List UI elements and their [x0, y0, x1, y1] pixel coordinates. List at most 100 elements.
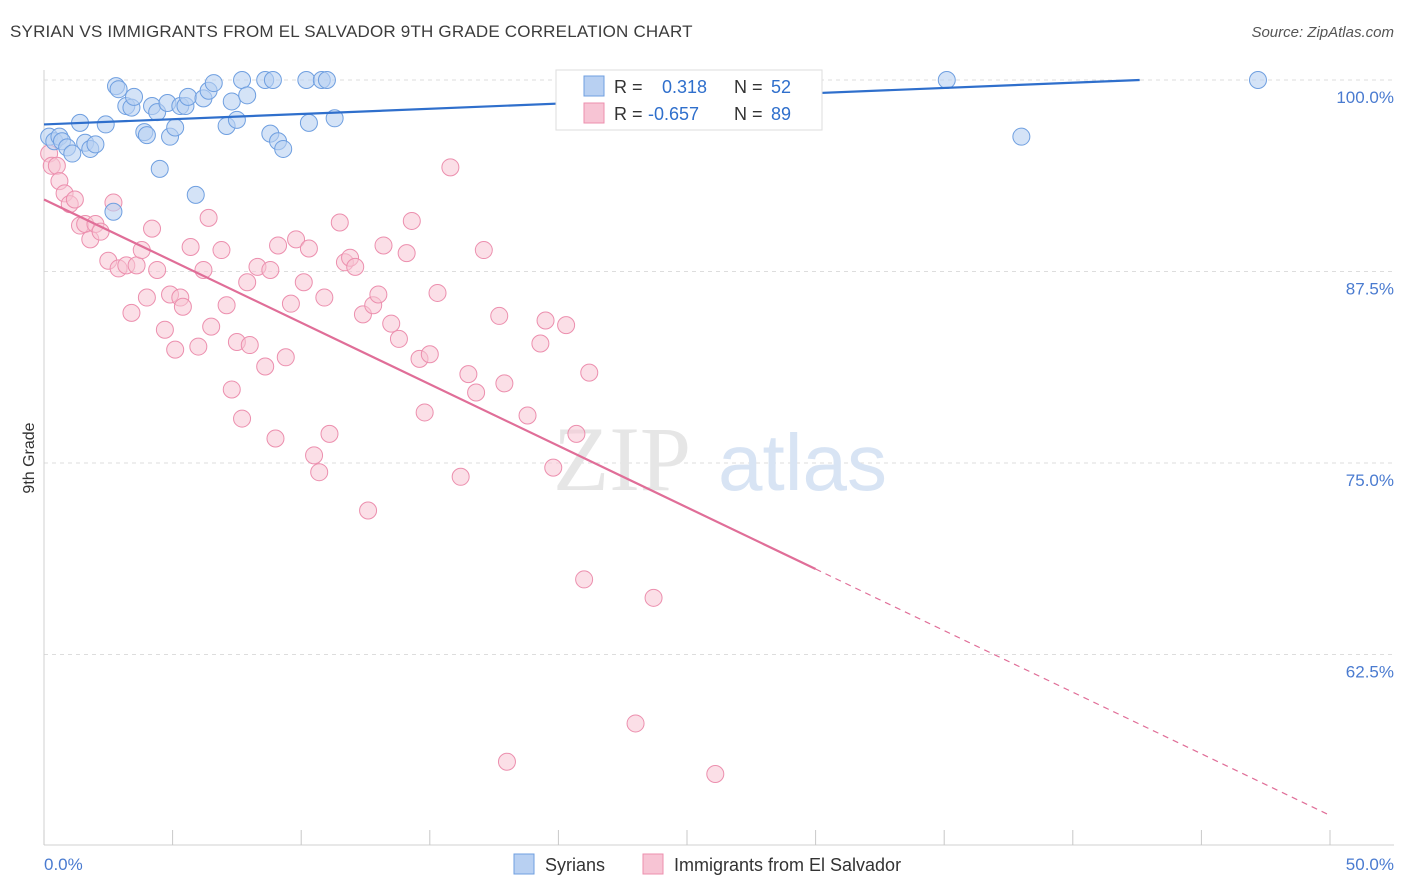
syrian-point — [109, 80, 128, 99]
salvador-point — [536, 311, 555, 330]
salvador-point — [137, 288, 156, 307]
syrian-point — [222, 92, 241, 111]
salvador-point — [402, 211, 421, 230]
syrian-point — [150, 159, 169, 178]
salvador-point — [467, 383, 486, 402]
syrian-point — [263, 71, 282, 89]
legend-r-salvador: -0.657 — [648, 104, 699, 124]
salvador-point — [567, 424, 586, 443]
salvador-point — [374, 236, 393, 255]
syrian-point — [125, 87, 144, 106]
x-tick-label-max: 50.0% — [1346, 855, 1394, 874]
salvador-point — [490, 306, 509, 325]
salvador-point — [212, 241, 231, 260]
syrian-points — [40, 71, 1267, 221]
syrian-point — [1248, 71, 1267, 89]
syrian-point — [204, 74, 223, 93]
salvador-point — [320, 424, 339, 443]
salvador-trendline-extension — [815, 568, 1331, 816]
syrian-point — [325, 109, 344, 128]
salvador-point — [173, 297, 192, 316]
legend-swatch-syrians — [583, 75, 605, 97]
legend-r-syrians: 0.318 — [662, 77, 707, 97]
x-ticks — [43, 830, 1331, 845]
y-tick-label: 75.0% — [1346, 471, 1394, 490]
salvador-point — [127, 256, 146, 275]
salvador-point — [166, 340, 185, 359]
salvador-point — [428, 283, 447, 302]
syrian-point — [104, 202, 123, 221]
salvador-trendline — [43, 198, 817, 571]
salvador-point — [294, 273, 313, 292]
salvador-point — [269, 236, 288, 255]
salvador-point — [330, 213, 349, 232]
syrian-point — [1012, 127, 1031, 146]
salvador-point — [346, 257, 365, 276]
syrian-point — [166, 118, 185, 137]
salvador-points — [40, 144, 725, 783]
salvador-point — [531, 334, 550, 353]
series-legend: Syrians Immigrants from El Salvador — [513, 853, 901, 875]
salvador-point — [305, 446, 324, 465]
chart-title: SYRIAN VS IMMIGRANTS FROM EL SALVADOR 9T… — [10, 22, 693, 41]
salvador-point — [65, 190, 84, 209]
watermark-atlas: atlas — [718, 418, 887, 507]
salvador-point — [389, 329, 408, 348]
salvador-point — [451, 467, 470, 486]
salvador-point — [276, 348, 295, 367]
correlation-legend: R = 0.318 N = 52 R = -0.657 N = 89 — [555, 69, 823, 131]
syrian-point — [179, 87, 198, 106]
syrian-point — [137, 126, 156, 145]
legend-swatch-salvador — [583, 102, 605, 124]
salvador-point — [544, 458, 563, 477]
y-tick-label: 100.0% — [1336, 88, 1394, 107]
legend-r-label-salvador: R = — [614, 104, 643, 124]
salvador-point — [359, 501, 378, 520]
salvador-point — [181, 237, 200, 256]
x-tick-label-min: 0.0% — [44, 855, 83, 874]
y-tick-label: 87.5% — [1346, 280, 1394, 299]
y-tick-labels: 100.0% 87.5% 75.0% 62.5% — [1336, 88, 1394, 682]
legend-n-syrians: 52 — [771, 77, 791, 97]
y-tick-label: 62.5% — [1346, 663, 1394, 682]
salvador-point — [495, 374, 514, 393]
syrian-point — [238, 86, 257, 105]
salvador-point — [644, 588, 663, 607]
legend-r-label-syrians: R = — [614, 77, 643, 97]
salvador-point — [148, 260, 167, 279]
salvador-point — [580, 363, 599, 382]
salvador-point — [222, 380, 241, 399]
salvador-point — [415, 403, 434, 422]
salvador-point — [474, 241, 493, 260]
salvador-point — [266, 429, 285, 448]
salvador-point — [626, 714, 645, 733]
salvador-point — [122, 303, 141, 322]
salvador-point — [217, 296, 236, 315]
bottom-legend-swatch-syrians — [513, 853, 535, 875]
salvador-point — [143, 219, 162, 238]
salvador-point — [310, 463, 329, 482]
salvador-point — [369, 285, 388, 304]
syrian-point — [186, 185, 205, 204]
watermark: ZIP atlas — [553, 408, 887, 510]
syrian-point — [63, 144, 82, 163]
salvador-point — [382, 314, 401, 333]
salvador-point — [518, 406, 537, 425]
source-label: Source: ZipAtlas.com — [1251, 24, 1394, 41]
bottom-legend-syrians: Syrians — [545, 855, 605, 875]
salvador-point — [706, 764, 725, 783]
salvador-point — [238, 273, 257, 292]
axes — [43, 70, 1394, 846]
salvador-point — [459, 365, 478, 384]
legend-n-label-syrians: N = — [734, 77, 763, 97]
salvador-point — [420, 345, 439, 364]
syrian-point — [86, 135, 105, 154]
salvador-point — [299, 239, 318, 258]
syrian-point — [227, 110, 246, 129]
legend-n-salvador: 89 — [771, 104, 791, 124]
salvador-point — [287, 230, 306, 249]
salvador-point — [315, 288, 334, 307]
salvador-point — [497, 752, 516, 771]
y-axis-title: 9th Grade — [21, 422, 38, 493]
